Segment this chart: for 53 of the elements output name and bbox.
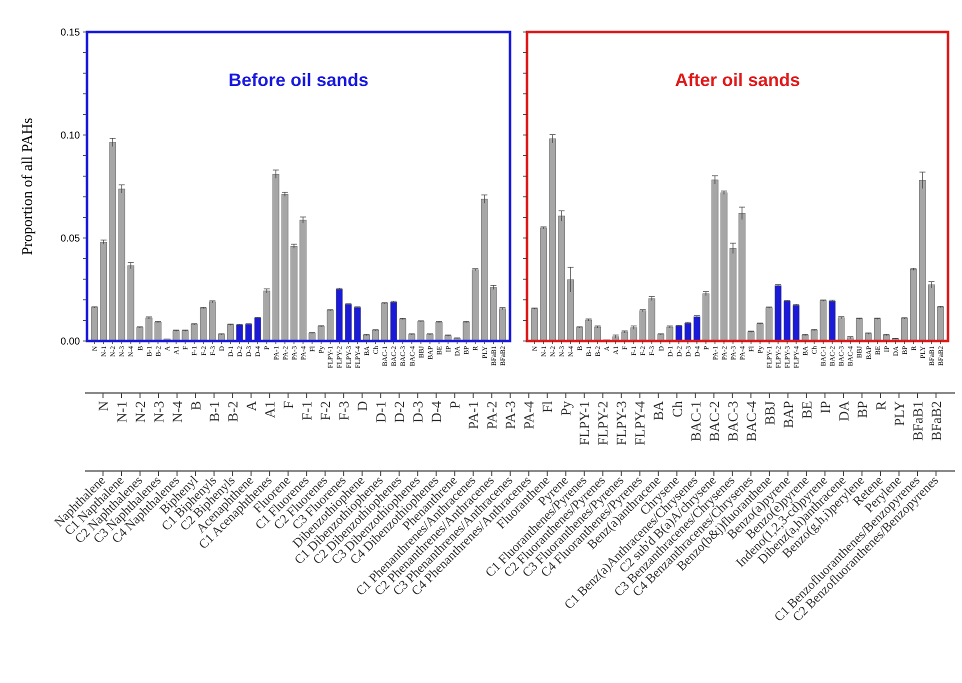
y-tick-label: 0.10	[60, 130, 80, 142]
category-label: PA-3	[504, 401, 520, 430]
category-label: Fl	[541, 400, 556, 413]
category-label: D	[356, 401, 372, 412]
category-label: Ch	[670, 401, 686, 418]
category-label: D-3	[412, 401, 427, 423]
category-label: DA	[837, 400, 852, 422]
category-label: PA-2	[486, 401, 501, 430]
category-label: N	[96, 401, 112, 412]
category-label: BAC-1	[689, 401, 704, 442]
category-label: F-2	[319, 401, 334, 420]
text: Before oil sands	[228, 70, 369, 90]
category-label: R	[874, 400, 890, 410]
category-label: A1	[264, 401, 278, 418]
category-label: B-1	[208, 401, 223, 422]
category-label: B	[189, 401, 204, 410]
category-label: FLPY-2	[596, 401, 612, 446]
category-label: F-3	[338, 401, 353, 420]
category-label: D-2	[393, 401, 408, 423]
category-label: F-1	[300, 401, 316, 420]
y-tick-label: 0.00	[60, 336, 80, 348]
category-label: BAC-3	[726, 401, 742, 442]
category-label: IP	[818, 400, 834, 414]
category-label: P	[448, 400, 464, 409]
category-label: N-4	[170, 401, 186, 423]
category-label: FLPY-1	[578, 401, 594, 446]
y-tick-label: 0.05	[60, 234, 80, 244]
text: After oil sands	[674, 70, 800, 90]
category-label: PA-4	[522, 401, 538, 430]
category-label: PA-1	[467, 401, 482, 430]
category-label: B-2	[226, 401, 242, 422]
category-label: D-4	[430, 401, 446, 423]
category-label: BAC-4	[744, 401, 760, 442]
category-label: N-3	[152, 401, 168, 423]
category-label: BBJ	[763, 400, 778, 426]
category-label: N-1	[115, 401, 130, 423]
category-label: Py	[560, 401, 575, 416]
y-tick-label: 0.15	[60, 28, 80, 38]
category-label: FLPY-3	[615, 401, 630, 446]
category-label: BP	[856, 400, 871, 418]
category-label: N-2	[134, 401, 149, 423]
category-label: BE	[800, 401, 816, 419]
category-label: BFaB2	[930, 401, 945, 441]
category-label: FLPY-4	[634, 401, 649, 446]
category-label: BAP	[782, 400, 797, 428]
category-label: D-1	[374, 401, 390, 423]
category-label: A	[244, 400, 260, 412]
category-label: F	[282, 400, 298, 409]
y-axis-title: Proportion of all PAHs	[20, 118, 36, 256]
category-label: BFaB1	[911, 401, 926, 441]
category-label: BAC-2	[708, 401, 723, 442]
category-label: BA	[652, 400, 668, 420]
category-label: PLY	[892, 401, 908, 426]
